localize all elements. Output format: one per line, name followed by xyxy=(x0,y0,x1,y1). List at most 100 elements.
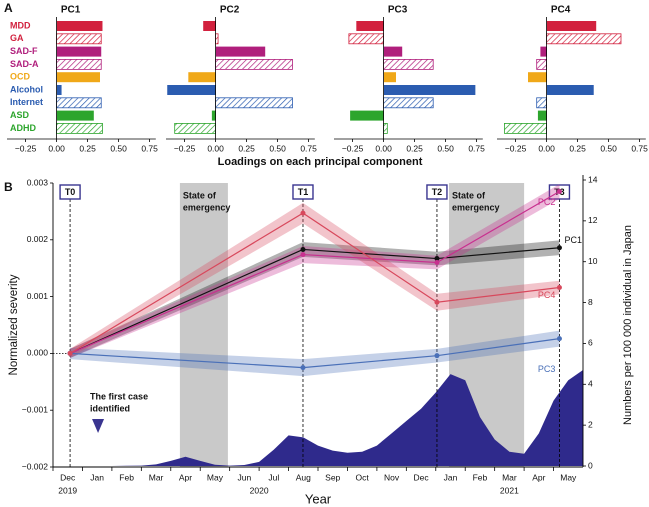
bar xyxy=(56,123,103,134)
series-line xyxy=(69,191,560,354)
category-label: SAD-F xyxy=(10,46,38,56)
x-tick-label: Oct xyxy=(356,472,370,482)
panel-title: PC3 xyxy=(388,5,408,16)
x-tick-label: 0.75 xyxy=(141,143,158,153)
y2-tick-label: 0 xyxy=(588,460,593,470)
timepoint-label: T0 xyxy=(65,187,76,197)
bar xyxy=(56,110,94,121)
y2-tick-label: 2 xyxy=(588,419,593,429)
point xyxy=(300,365,306,371)
x-tick-label: −0.25 xyxy=(342,143,364,153)
x-tick-label: Jan xyxy=(444,472,458,482)
point xyxy=(556,245,562,251)
x-tick-label: −0.25 xyxy=(15,143,37,153)
x-tick-label: Dec xyxy=(60,472,76,482)
x-tick-label: 0.75 xyxy=(300,143,317,153)
x-tick-label: Nov xyxy=(384,472,400,482)
x-tick-label: 0.75 xyxy=(631,143,648,153)
series-label: PC3 xyxy=(538,364,556,374)
year-label: 2019 xyxy=(58,485,77,495)
bar xyxy=(546,85,594,95)
bar xyxy=(546,33,622,45)
timepoint-box xyxy=(59,184,81,200)
series-line xyxy=(69,212,560,354)
x-tick-label: 0.25 xyxy=(569,143,586,153)
x-tick-label: Jun xyxy=(238,472,252,482)
panel-title: PC4 xyxy=(551,5,571,16)
bar xyxy=(356,21,384,31)
year-label: 2020 xyxy=(250,485,269,495)
bar xyxy=(188,72,216,83)
bar xyxy=(383,46,403,57)
y2-tick-label: 4 xyxy=(588,379,593,389)
point xyxy=(434,299,440,305)
bar xyxy=(203,21,216,31)
y-axis-title: Normalized severity xyxy=(8,274,20,375)
bar xyxy=(167,85,216,95)
category-label: ADHD xyxy=(10,123,36,133)
x-tick-label: Sep xyxy=(325,472,340,482)
x-tick-label: May xyxy=(560,472,577,482)
bar xyxy=(215,97,293,109)
x-tick-label: −0.25 xyxy=(505,143,527,153)
bar xyxy=(215,46,266,57)
x-tick-label: 0.50 xyxy=(110,143,127,153)
timepoint-label: T1 xyxy=(298,187,309,197)
y-tick-label: 0.001 xyxy=(27,291,49,301)
point xyxy=(300,246,306,252)
y2-tick-label: 10 xyxy=(588,256,598,266)
bar xyxy=(174,123,216,134)
annotation: The first case xyxy=(90,391,148,401)
x-tick-label: Apr xyxy=(532,472,545,482)
bar xyxy=(537,110,547,121)
point xyxy=(300,252,306,258)
bar xyxy=(56,59,102,70)
bar xyxy=(536,97,547,109)
x-tick-label: Aug xyxy=(296,472,311,482)
span-label: emergency xyxy=(183,202,231,212)
y2-tick-label: 6 xyxy=(588,338,593,348)
category-label: ASD xyxy=(10,110,30,120)
x-tick-label: Apr xyxy=(179,472,192,482)
category-label: GA xyxy=(10,33,24,43)
x-tick-label: −0.25 xyxy=(174,143,196,153)
bar xyxy=(504,123,548,134)
emergency-span xyxy=(179,183,228,467)
y-tick-label: 0.002 xyxy=(27,234,49,244)
series-label: PC4 xyxy=(538,290,556,300)
annotation: identified xyxy=(90,403,130,413)
category-label: Alcohol xyxy=(10,84,43,94)
bar xyxy=(536,59,547,70)
bar xyxy=(540,46,547,57)
bar xyxy=(56,33,102,45)
x-axis-title: Year xyxy=(305,491,332,506)
bar xyxy=(56,72,100,83)
category-label: SAD-A xyxy=(10,59,39,69)
y-tick-label: −0.002 xyxy=(22,461,49,471)
bar xyxy=(383,123,388,134)
series-line xyxy=(70,338,560,369)
point xyxy=(556,189,562,195)
x-tick-label: 0.00 xyxy=(538,143,555,153)
bar xyxy=(348,33,385,45)
bar xyxy=(56,85,62,95)
x-tick-label: 0.75 xyxy=(468,143,485,153)
bar xyxy=(56,46,102,57)
x-tick-label: 0.50 xyxy=(269,143,286,153)
point xyxy=(300,210,306,216)
x-tick-label: Jul xyxy=(268,472,279,482)
bar xyxy=(546,21,597,31)
panel-label: B xyxy=(4,180,13,194)
x-tick-label: 0.50 xyxy=(600,143,617,153)
point xyxy=(556,285,562,291)
first-case-marker xyxy=(92,419,105,433)
bar xyxy=(211,110,216,121)
x-tick-label: Feb xyxy=(119,472,134,482)
x-tick-label: 0.00 xyxy=(375,143,392,153)
y2-tick-label: 12 xyxy=(588,215,598,225)
y2-tick-label: 14 xyxy=(588,174,598,184)
bar xyxy=(56,21,103,31)
bar xyxy=(383,72,396,83)
y-tick-label: 0.003 xyxy=(27,177,49,187)
